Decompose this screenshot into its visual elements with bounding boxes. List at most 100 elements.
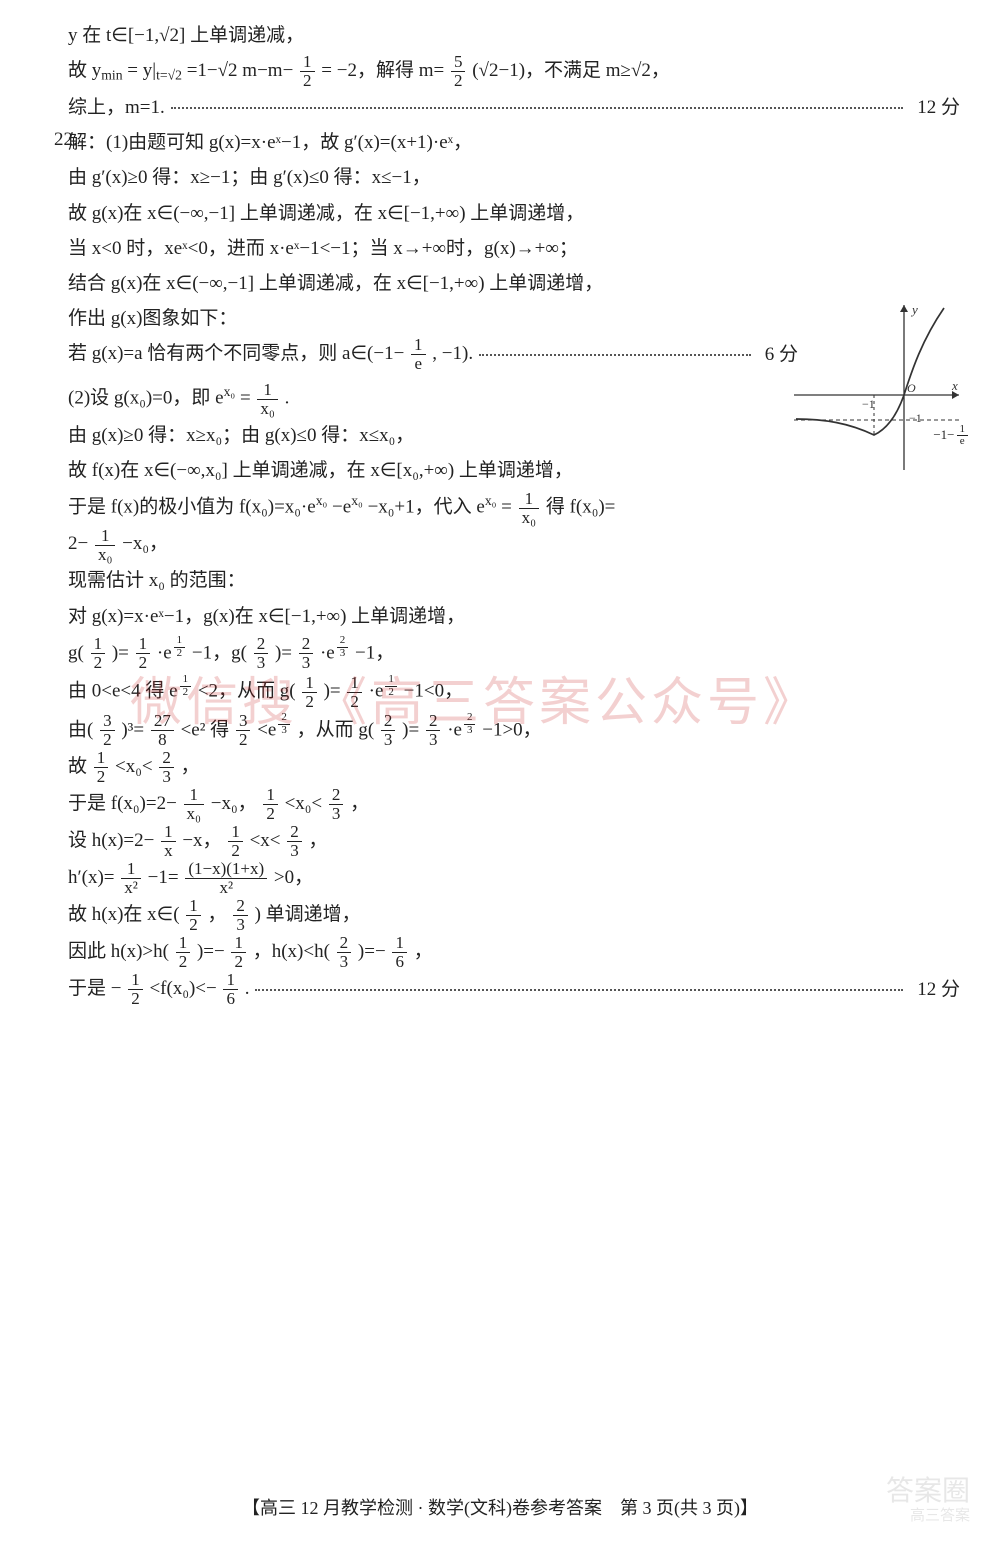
- txt: )=−: [358, 941, 386, 962]
- fraction: 1x₀: [257, 381, 277, 418]
- txt: −1=: [148, 867, 179, 888]
- question-number-22: 22.: [54, 129, 78, 151]
- txt: <x<: [250, 830, 281, 851]
- fraction: 12: [94, 749, 109, 786]
- score-label: 6 分: [765, 337, 798, 372]
- txt: <e: [257, 719, 276, 740]
- fraction: (1−x)(1+x)x²: [185, 860, 267, 897]
- txt: )=: [275, 642, 292, 663]
- fraction: 12: [302, 674, 317, 711]
- fraction: 12: [91, 635, 106, 672]
- txt: 由 0<e<4 得 e: [68, 681, 178, 702]
- txt: )³=: [121, 719, 144, 740]
- txt: )=−: [197, 941, 225, 962]
- score-label: 12 分: [917, 90, 960, 125]
- fraction: 23: [329, 786, 344, 823]
- text-line: 因此 h(x)>h( 12 )=− 12 ，h(x)<h( 23 )=− 16 …: [68, 934, 960, 971]
- txt: >0，: [274, 867, 313, 888]
- txt: 设 h(x)=2−: [68, 830, 154, 851]
- txt: ) 单调递增，: [255, 904, 361, 925]
- txt: −e: [332, 496, 351, 517]
- text-line: 故 g(x)在 x∈(−∞,−1] 上单调递减，在 x∈[−1,+∞) 上单调递…: [68, 196, 960, 231]
- txt: <2，从而 g(: [198, 681, 296, 702]
- txt: = −2，解得 m=: [321, 60, 444, 81]
- fraction: 1e: [411, 336, 426, 373]
- fraction: 1x: [161, 823, 176, 860]
- txt: 于是 f(x₀)=2−: [68, 793, 177, 814]
- answer-page: 微信搜 《高三答案公众号》 y 在 t∈[−1,√2] 上单调递减， 故 ymi…: [0, 0, 1000, 1542]
- origin-label: O: [907, 381, 916, 395]
- function-graph: x y O −1 −1 −1−1e: [794, 300, 964, 470]
- fraction: 12: [263, 786, 278, 823]
- text-line: g( 12 )= 12 ·e12 −1，g( 23 )= 23 ·e23 −1，: [68, 634, 960, 673]
- fraction: 12: [180, 674, 192, 698]
- txt: 故 h(x)在 x∈(: [68, 904, 180, 925]
- txt: ，: [309, 830, 328, 851]
- sup: x₀: [351, 493, 363, 508]
- txt: g(: [68, 642, 84, 663]
- text-line: 故 ymin = y|t=√2 =1−√2 m−m− 12 = −2，解得 m=…: [68, 53, 960, 90]
- txt: ·e: [157, 642, 172, 663]
- label-minus1-y: −1: [909, 411, 922, 425]
- text-line: 对 g(x)=x·eˣ−1，g(x)在 x∈[−1,+∞) 上单调递增，: [68, 599, 960, 634]
- txt: 若 g(x)=a 恰有两个不同零点，则 a∈(−1− 1e , −1).: [68, 336, 473, 373]
- txt: −1>0，: [482, 719, 541, 740]
- txt: = y|: [127, 60, 156, 81]
- txt: ，从而 g(: [297, 719, 375, 740]
- txt: ·e: [447, 719, 462, 740]
- text-line: 故 h(x)在 x∈( 12 ， 23 ) 单调递增，: [68, 897, 960, 934]
- sub: t=√2: [156, 68, 182, 83]
- txt: 2−: [68, 533, 88, 554]
- txt: 故: [68, 756, 87, 777]
- txt: 于是 −: [68, 978, 121, 999]
- txt: 于是 f(x)的极小值为 f(x₀)=x₀·e: [68, 496, 316, 517]
- sub: min: [101, 68, 122, 83]
- txt: −1−: [933, 427, 954, 442]
- txt: −1，g(: [192, 642, 247, 663]
- txt: ，: [208, 904, 227, 925]
- txt: 故 y: [68, 60, 101, 81]
- dotted-leader: [255, 989, 903, 991]
- text-line: 现需估计 x₀ 的范围：: [68, 563, 960, 598]
- axis-x-label: x: [951, 378, 958, 393]
- fraction: 16: [223, 971, 238, 1008]
- txt: ·e: [320, 642, 335, 663]
- txt: 因此 h(x)>h(: [68, 941, 169, 962]
- fraction: 32: [236, 712, 251, 749]
- fraction: 12: [385, 674, 397, 698]
- txt: (2)设 g(x₀)=0，即 e: [68, 388, 224, 409]
- fraction: 52: [451, 53, 466, 90]
- text-line: y 在 t∈[−1,√2] 上单调递减，: [68, 18, 960, 53]
- axis-y-label: y: [910, 302, 918, 317]
- fraction: 23: [254, 635, 269, 672]
- txt: <x₀<: [285, 793, 323, 814]
- txt: −x₀，: [211, 793, 257, 814]
- label-asymptote: −1−1e: [933, 424, 970, 448]
- txt: <x₀<: [115, 756, 153, 777]
- txt: 于是 − 12 <f(x₀)<− 16 .: [68, 971, 249, 1008]
- fraction: 12: [347, 674, 362, 711]
- sup: x₀: [224, 384, 236, 399]
- score-row: 若 g(x)=a 恰有两个不同零点，则 a∈(−1− 1e , −1). 6 分: [68, 336, 798, 373]
- txt: <f(x₀)<−: [149, 978, 216, 999]
- text-line: 结合 g(x)在 x∈(−∞,−1] 上单调递减，在 x∈[−1,+∞) 上单调…: [68, 266, 960, 301]
- fraction: 23: [287, 823, 302, 860]
- txt: ，h(x)<h(: [253, 941, 330, 962]
- fraction: 23: [337, 934, 352, 971]
- fraction: 23: [381, 712, 396, 749]
- txt: −1，: [355, 642, 394, 663]
- text-line: 于是 f(x₀)=2− 1x₀ −x₀， 12 <x₀< 23 ，: [68, 786, 960, 823]
- text-line: 由 0<e<4 得 e12 <2，从而 g( 12 )= 12 ·e12 −1<…: [68, 672, 960, 711]
- score-row: 于是 − 12 <f(x₀)<− 16 . 12 分: [68, 971, 960, 1008]
- fraction: 1x₀: [184, 786, 204, 823]
- txt: .: [285, 388, 290, 409]
- txt: )=: [324, 681, 341, 702]
- fraction: 23: [278, 712, 290, 736]
- text-line: 由 g′(x)≥0 得：x≥−1；由 g′(x)≤0 得：x≤−1，: [68, 160, 960, 195]
- txt: h′(x)=: [68, 867, 115, 888]
- score-row: 综上，m=1. 12 分: [68, 90, 960, 125]
- txt: ，: [414, 941, 433, 962]
- txt: −x₀+1，代入 e: [368, 496, 485, 517]
- txt: )=: [402, 719, 419, 740]
- fraction: 23: [159, 749, 174, 786]
